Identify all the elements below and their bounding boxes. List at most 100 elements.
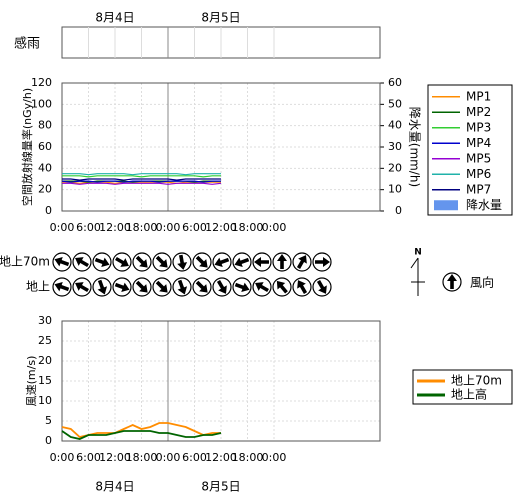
- legend-label: MP5: [466, 151, 491, 165]
- x-tick-label: 0:00: [156, 451, 181, 464]
- wind-arrow: [442, 272, 462, 292]
- arrow-head: [177, 254, 188, 270]
- wind-arrow: [272, 252, 292, 272]
- arrow-head: [54, 281, 70, 292]
- legend-label: MP2: [466, 105, 491, 119]
- x-tick-label: 18:00: [232, 221, 264, 234]
- series-line: [62, 178, 221, 181]
- wind-arrow: [252, 277, 272, 297]
- x-tick-label: 0:00: [262, 221, 287, 234]
- wind-arrow: [232, 277, 252, 297]
- date-label: 8月4日: [95, 480, 134, 494]
- wind-arrow: [92, 252, 112, 272]
- y2-tick-label: 40: [388, 119, 402, 132]
- strip-label: 感雨: [14, 36, 40, 52]
- legend-label: 地上高: [451, 387, 487, 402]
- series-line: [61, 180, 221, 183]
- y-tick-label: 15: [38, 374, 52, 387]
- arrow-head: [195, 255, 208, 268]
- wind-arrow: [72, 277, 92, 297]
- wind-arrow: [192, 277, 212, 297]
- legend-label: MP3: [466, 120, 491, 134]
- wind-arrow: [112, 252, 132, 272]
- arrow-head: [177, 279, 188, 295]
- y-tick-label: 0: [45, 204, 52, 217]
- x-tick-label: 6:00: [182, 451, 207, 464]
- date-label: 8月5日: [201, 11, 240, 25]
- x-tick-label: 12:00: [99, 451, 131, 464]
- arrow-head: [97, 279, 108, 295]
- legend-label: 地上70m: [451, 374, 502, 388]
- arrow-head: [135, 255, 148, 268]
- x-tick-label: 12:00: [205, 221, 237, 234]
- arrow-head: [214, 257, 230, 268]
- north-symbol: [410, 257, 425, 296]
- series-line: [62, 182, 222, 185]
- arrow-head: [316, 280, 327, 294]
- wind-arrow: [132, 252, 152, 272]
- wind-arrow: [212, 252, 232, 272]
- arrow-head: [234, 282, 250, 293]
- y-tick-label: 20: [38, 183, 52, 196]
- wind-arrow: [152, 277, 172, 297]
- x-tick-label: 18:00: [126, 221, 158, 234]
- y-tick-label: 100: [31, 97, 52, 110]
- x-tick-label: 0:00: [156, 221, 181, 234]
- arrow-head: [75, 282, 89, 293]
- x-tick-label: 0:00: [262, 451, 287, 464]
- arrow-head: [115, 256, 129, 267]
- y-tick-label: 30: [38, 314, 52, 327]
- y-tick-label: 0: [45, 434, 52, 447]
- wind-arrow: [112, 277, 132, 297]
- wind-arrow: [72, 252, 92, 272]
- x-tick-label: 6:00: [76, 451, 101, 464]
- wind-arrow: [172, 252, 192, 272]
- plot-frame: [61, 320, 381, 442]
- legend-label: MP7: [466, 182, 491, 196]
- arrow-head: [276, 280, 288, 294]
- arrow-head: [195, 280, 208, 293]
- wind-arrow: [92, 277, 112, 297]
- arrow-head: [216, 280, 227, 294]
- y-axis-label: 空間放射線量率(nGy/h): [20, 88, 34, 206]
- legend-swatch: [434, 200, 458, 211]
- arrow-head: [296, 255, 307, 269]
- date-label: 8月5日: [201, 480, 240, 494]
- legend-box: [427, 84, 513, 216]
- arrow-head: [114, 282, 130, 293]
- x-tick-label: 0:00: [50, 221, 75, 234]
- y2-tick-label: 60: [388, 76, 402, 89]
- y-tick-label: 40: [38, 161, 52, 174]
- y-axis-label: 風速(m/s): [25, 356, 38, 407]
- wind-arrow: [52, 252, 72, 272]
- arrow-head: [255, 282, 269, 293]
- series-line: [62, 173, 221, 176]
- y2-tick-label: 30: [388, 140, 402, 153]
- y-tick-label: 5: [45, 414, 52, 427]
- y2-tick-label: 0: [395, 204, 402, 217]
- arrow-head: [54, 256, 70, 267]
- y2-axis-label: 降水量(mm/h): [408, 107, 422, 187]
- arrow-head: [277, 254, 287, 269]
- arrow-head: [155, 255, 168, 268]
- wind-arrow: [192, 252, 212, 272]
- y2-tick-label: 10: [388, 183, 402, 196]
- arrow-head: [254, 257, 269, 267]
- arrow-head: [75, 257, 89, 268]
- legend-label: MP4: [466, 136, 491, 150]
- wind-arrow: [312, 252, 332, 272]
- wind-legend-label: 風向: [470, 275, 494, 290]
- y-tick-label: 120: [31, 76, 52, 89]
- x-tick-label: 12:00: [99, 221, 131, 234]
- wind-arrow: [272, 277, 292, 297]
- legend-label: MP6: [466, 167, 491, 181]
- y-tick-label: 25: [38, 334, 52, 347]
- wind-arrow: [132, 277, 152, 297]
- wind-arrow: [52, 277, 72, 297]
- plot-frame: [61, 82, 381, 212]
- date-label: 8月4日: [95, 11, 134, 25]
- y-tick-label: 80: [38, 119, 52, 132]
- row-label: 地上70m: [0, 255, 50, 269]
- x-tick-label: 18:00: [232, 451, 264, 464]
